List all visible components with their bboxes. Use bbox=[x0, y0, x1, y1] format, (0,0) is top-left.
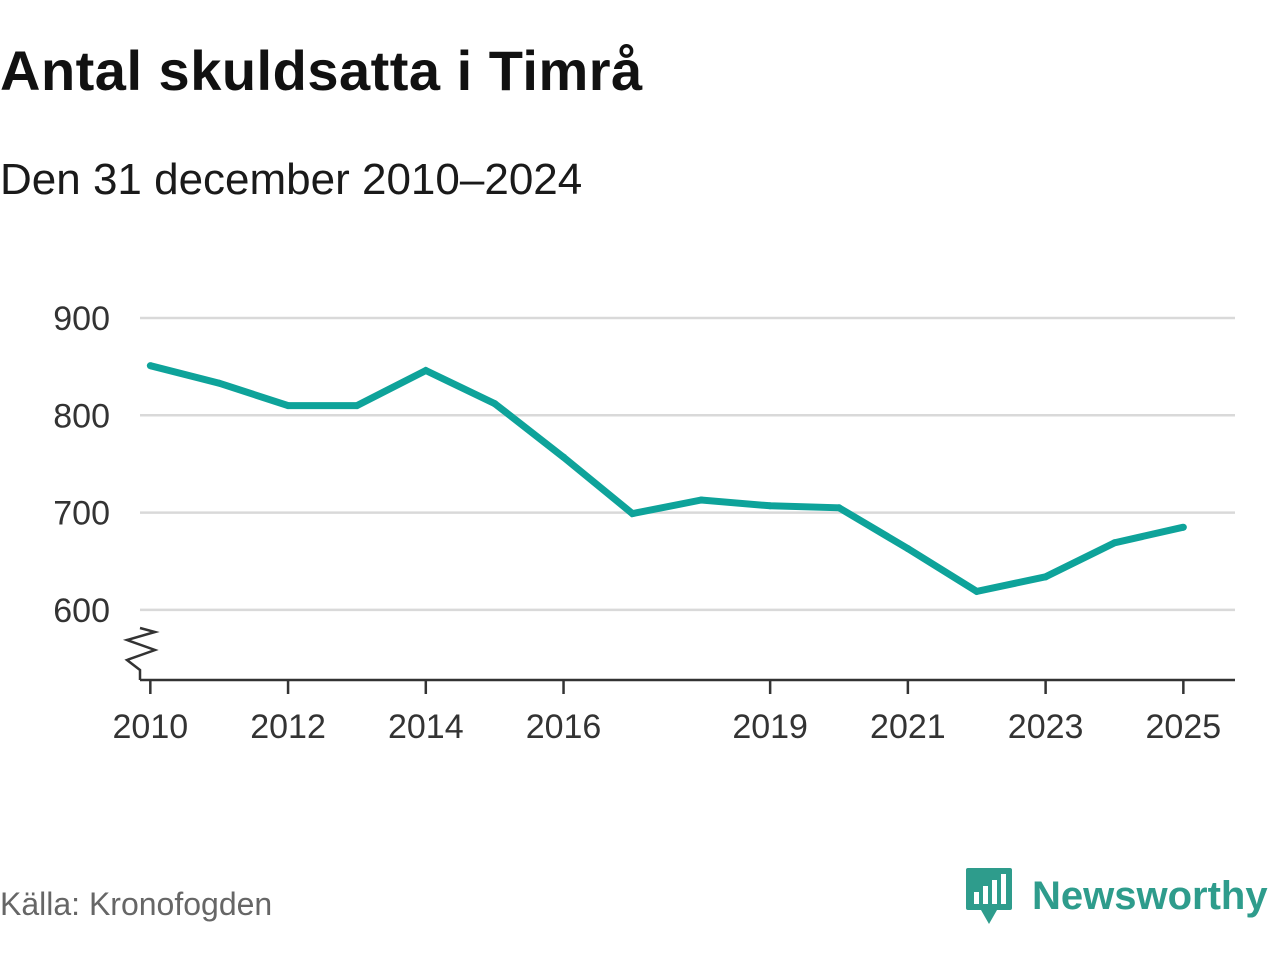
x-tick-label: 2014 bbox=[388, 708, 464, 746]
chart-subtitle: Den 31 december 2010–2024 bbox=[0, 155, 583, 204]
data-point bbox=[215, 379, 223, 387]
data-point bbox=[904, 545, 912, 553]
y-tick-label: 800 bbox=[53, 397, 110, 435]
data-point bbox=[353, 402, 361, 410]
data-point bbox=[766, 502, 774, 510]
x-tick-label: 2016 bbox=[526, 708, 602, 746]
brand-name: Newsworthy bbox=[1032, 873, 1268, 918]
y-tick-label: 600 bbox=[53, 592, 110, 630]
brand-logo: Newsworthy bbox=[964, 864, 1268, 928]
data-point bbox=[835, 504, 843, 512]
y-tick-label: 900 bbox=[53, 300, 110, 338]
data-point bbox=[973, 587, 981, 595]
newsworthy-logo-icon bbox=[966, 868, 1012, 924]
y-tick-label: 700 bbox=[53, 495, 110, 533]
data-point bbox=[284, 402, 292, 410]
source-note: Källa: Kronofogden bbox=[0, 886, 273, 922]
data-point bbox=[697, 496, 705, 504]
chart-title: Antal skuldsatta i Timrå bbox=[0, 39, 643, 102]
x-tick-label: 2010 bbox=[113, 708, 189, 746]
data-point bbox=[1179, 523, 1187, 531]
series-line bbox=[149, 362, 1185, 596]
data-point bbox=[1042, 573, 1050, 581]
data-point bbox=[628, 510, 636, 518]
axis-break-marker bbox=[122, 626, 160, 680]
x-tick-label: 2012 bbox=[250, 708, 326, 746]
data-point bbox=[146, 362, 154, 370]
data-point bbox=[422, 367, 430, 375]
data-point bbox=[1110, 539, 1118, 547]
line-chart: 600 700 800 900 2010 2012 2014 2016 2019 2021 2023… bbox=[53, 300, 1235, 746]
x-tick-label: 2021 bbox=[870, 708, 946, 746]
x-tick-label: 2023 bbox=[1008, 708, 1084, 746]
data-point bbox=[560, 453, 568, 461]
data-point bbox=[491, 400, 499, 408]
x-tick-label: 2025 bbox=[1146, 708, 1222, 746]
x-tick-label: 2019 bbox=[732, 708, 808, 746]
